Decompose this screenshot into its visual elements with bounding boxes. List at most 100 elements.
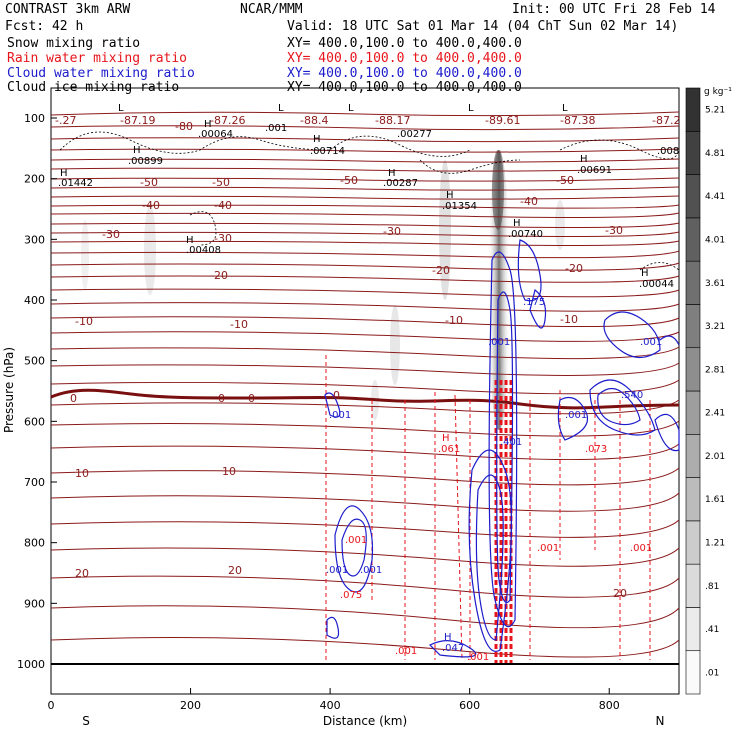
contour-line: [50, 547, 680, 567]
init-time: Init: 00 UTC Fri 28 Feb 14: [512, 2, 716, 17]
contour-line: [50, 167, 680, 172]
colorbar-swatch: [685, 520, 701, 565]
ice-value: .00740: [508, 229, 543, 240]
contour-line: [50, 195, 680, 200]
cloud-contour: [496, 291, 514, 604]
x-axis-title: Distance (km): [323, 714, 407, 728]
ice-contour: [189, 211, 217, 246]
ice-value: .00044: [639, 279, 674, 290]
ice-contour: [559, 139, 680, 160]
rain-value: .001: [395, 646, 417, 657]
temp-label: -30: [605, 224, 623, 237]
high-marker: H: [446, 190, 454, 201]
high-marker: H: [444, 632, 452, 643]
x-tick-label: 200: [180, 699, 201, 712]
colorbar-swatch: [685, 260, 701, 305]
y-tick-label: 900: [24, 597, 45, 610]
cloud-contour: [341, 518, 367, 577]
snow-streak-3: [144, 205, 156, 295]
temperature-labels: -.27 -87.19 -80 -87.26 -88.4 -88.17 -89.…: [55, 114, 680, 600]
legend-rain-xy: XY= 400.0,100.0 to 400.0,400.0: [287, 51, 522, 66]
high-marker: H: [442, 433, 450, 444]
legend-rain-label: Rain water mixing ratio: [7, 51, 188, 66]
colorbar-level-label: 1.61: [705, 495, 725, 505]
snow-streak-2: [390, 305, 400, 385]
temp-label: -87.2: [652, 114, 680, 127]
contour-line: [50, 158, 680, 163]
contour-line: [50, 137, 680, 143]
temp-label: -10: [75, 315, 93, 328]
cloud-contour: [326, 616, 340, 639]
colorbar-swatch: [685, 433, 701, 478]
snow-plume-core: [488, 150, 510, 430]
colorbar-level-label: 3.61: [705, 279, 725, 289]
snow-streak-5: [555, 200, 565, 250]
high-marker: H: [641, 268, 649, 279]
snow-shading: [81, 150, 565, 430]
y-tick-label: 700: [24, 476, 45, 489]
y-tick-label: 400: [24, 294, 45, 307]
cloud-contour: [324, 392, 341, 418]
cloud-contour: [603, 311, 661, 359]
temp-label: -89.61: [485, 114, 520, 127]
cloud-value: .047: [442, 643, 464, 654]
y-axis-title: Pressure (hPa): [2, 347, 16, 433]
temp-label: -.27: [55, 114, 76, 127]
cloud-value: .540: [621, 390, 643, 401]
temp-label: -10: [230, 318, 248, 331]
contour-line: [50, 316, 680, 328]
high-marker: H: [186, 235, 194, 246]
cloud-ice-contours: [59, 131, 680, 271]
legend-snow-label: Snow mixing ratio: [7, 36, 141, 51]
cloud-value: .001: [360, 565, 382, 576]
contour-line: [50, 262, 680, 271]
contour-line: [50, 575, 680, 598]
contour-line: [50, 222, 680, 228]
colorbar-swatch: [685, 174, 701, 219]
temp-label: -87.19: [120, 114, 155, 127]
temperature-contours: [50, 111, 680, 658]
center-title: NCAR/MMM: [240, 2, 303, 17]
cloud-value: .001: [329, 410, 351, 421]
contour-line: [50, 111, 680, 117]
colorbar-level-label: 4.41: [705, 192, 725, 202]
contour-line: [50, 250, 680, 259]
cloud-contour: [428, 640, 477, 658]
snow-streak-1: [439, 160, 451, 300]
ice-value-labels: L L L L L H .00064 .001 H .00714 .00277 …: [58, 103, 679, 290]
cloud-contour: [517, 239, 542, 302]
contour-line: [50, 492, 680, 512]
cloud-value: .001: [326, 565, 348, 576]
low-marker: L: [562, 103, 568, 114]
direction-north: N: [656, 714, 665, 728]
y-tick-label: 300: [24, 233, 45, 246]
plot-frame: [50, 87, 680, 695]
contour-line: [50, 637, 680, 658]
ice-value: .00287: [383, 178, 418, 189]
x-tick-label: 600: [459, 699, 480, 712]
colorbar-swatch: [685, 304, 701, 349]
high-marker: H: [133, 145, 141, 156]
contour-line: [50, 240, 680, 246]
low-marker: L: [118, 103, 124, 114]
temp-label: 10: [222, 465, 236, 478]
colorbar-swatch: [685, 217, 701, 262]
ice-value: .00691: [577, 165, 612, 176]
low-marker: L: [468, 103, 474, 114]
colorbar-swatch: [685, 390, 701, 435]
ice-value: .00899: [128, 156, 163, 167]
cloud-contour: [597, 387, 641, 426]
cloud-value: .001: [488, 337, 510, 348]
temp-label: 0: [333, 389, 340, 402]
rain-value: .075: [340, 590, 362, 601]
rain-value: .061: [438, 444, 460, 455]
temp-label: -40: [142, 199, 160, 212]
y-tick-label: 800: [24, 537, 45, 550]
x-tick-label: 0: [48, 699, 55, 712]
cloud-contour: [529, 288, 547, 329]
ice-value: .01354: [442, 201, 477, 212]
rain-contour: [454, 394, 463, 661]
temp-label: 20: [613, 587, 627, 600]
contour-line: [50, 420, 680, 437]
